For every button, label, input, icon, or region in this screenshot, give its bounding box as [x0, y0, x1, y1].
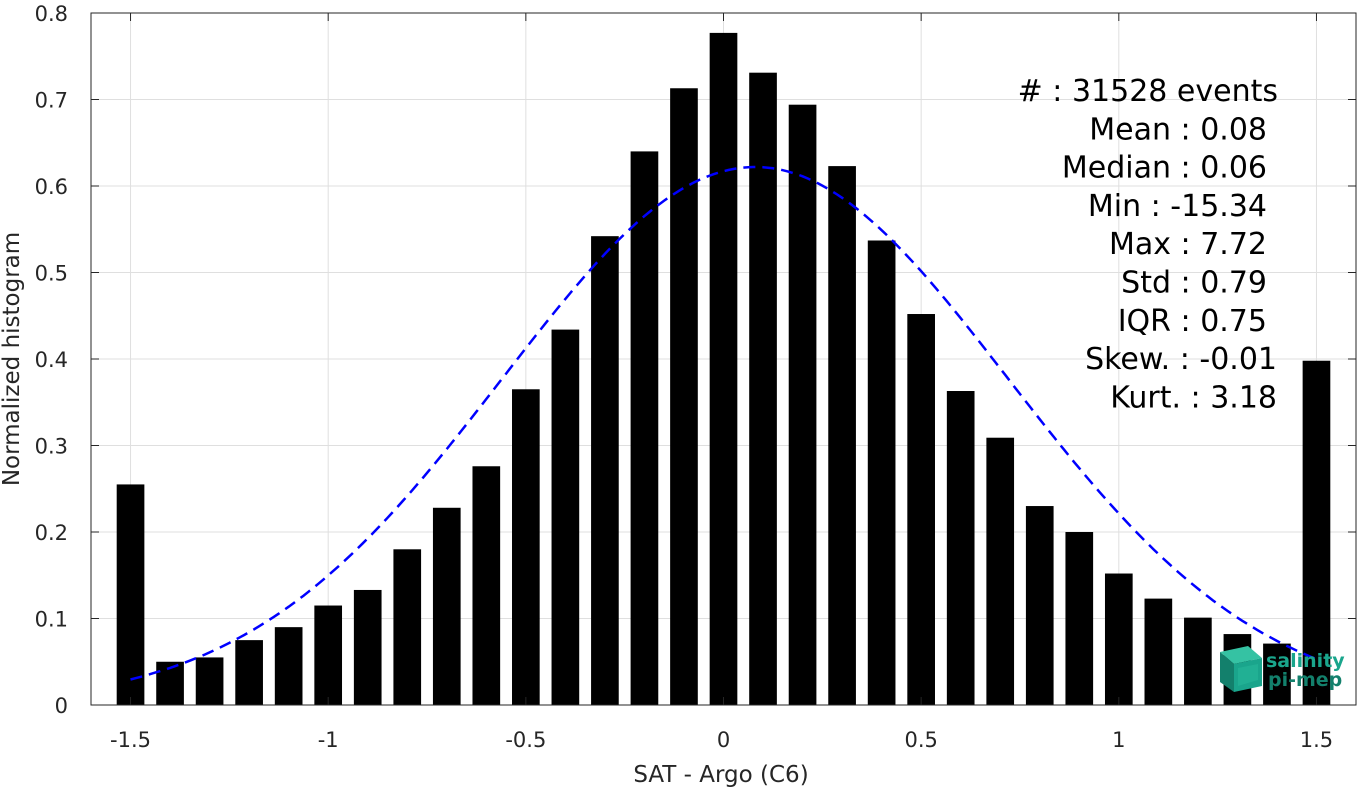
- bar-4: [274, 627, 303, 705]
- stat-line-6: IQR : 0.75: [1118, 304, 1267, 339]
- cube-logo-icon: [1220, 646, 1262, 692]
- x-tick-label-5: 1: [1112, 728, 1125, 752]
- y-tick-label-3: 0.3: [35, 435, 68, 459]
- bar-22: [986, 437, 1015, 705]
- salinity-pimep-logo: salinity pi-mep: [1220, 646, 1345, 692]
- x-tick-label-2: -0.5: [505, 728, 546, 752]
- bar-17: [788, 104, 817, 705]
- stat-line-7: Skew. : -0.01: [1085, 342, 1277, 377]
- bar-15: [709, 32, 738, 705]
- bar-30: [1302, 360, 1331, 705]
- bar-16: [749, 72, 777, 705]
- stat-line-4: Max : 7.72: [1109, 227, 1267, 262]
- stat-line-5: Std : 0.79: [1121, 266, 1267, 301]
- y-tick-label-7: 0.7: [35, 89, 68, 113]
- bar-20: [907, 314, 935, 705]
- bar-24: [1065, 532, 1094, 705]
- bar-series: [116, 32, 1331, 706]
- y-tick-labels: 0 0.1 0.2 0.3 0.4 0.5 0.6 0.7 0.8: [35, 2, 68, 718]
- axis-ticks: [91, 12, 1356, 706]
- x-tick-label-1: -1: [318, 728, 339, 752]
- y-tick-label-6: 0.6: [35, 175, 68, 199]
- bar-25: [1104, 573, 1133, 705]
- y-tick-label-8: 0.8: [35, 2, 68, 26]
- stat-line-3: Min : -15.34: [1088, 189, 1267, 224]
- bar-8: [432, 507, 461, 705]
- x-tick-labels: -1.5 -1 -0.5 0 0.5 1 1.5: [110, 728, 1333, 752]
- bar-2: [195, 657, 224, 705]
- bar-21: [946, 391, 975, 705]
- bar-6: [353, 589, 382, 705]
- bar-29: [1263, 643, 1291, 705]
- logo-text-pimep: pi-mep: [1268, 669, 1342, 691]
- stat-line-2: Median : 0.06: [1062, 151, 1267, 186]
- y-tick-label-2: 0.2: [35, 521, 68, 545]
- bar-7: [393, 549, 422, 705]
- bar-10: [512, 389, 540, 705]
- bar-18: [828, 166, 856, 706]
- y-tick-label-5: 0.5: [35, 262, 68, 286]
- bar-26: [1144, 598, 1173, 705]
- x-tick-label-0: -1.5: [110, 728, 151, 752]
- bar-5: [314, 605, 343, 705]
- stat-line-8: Kurt. : 3.18: [1110, 380, 1277, 415]
- bar-13: [630, 151, 659, 705]
- stat-line-1: Mean : 0.08: [1089, 112, 1267, 147]
- bar-9: [472, 466, 501, 705]
- bar-12: [591, 236, 619, 706]
- stat-line-0: # : 31528 events: [1018, 74, 1278, 109]
- bar-19: [867, 240, 896, 705]
- x-tick-label-6: 1.5: [1300, 728, 1333, 752]
- logo-text-salinity: salinity: [1266, 650, 1345, 672]
- bar-3: [235, 640, 263, 705]
- bar-27: [1184, 617, 1212, 705]
- bar-14: [670, 88, 698, 705]
- y-tick-label-1: 0.1: [35, 608, 68, 632]
- bar-11: [551, 329, 580, 705]
- y-tick-label-0: 0: [55, 694, 68, 718]
- y-tick-label-4: 0.4: [35, 348, 68, 372]
- bar-23: [1025, 506, 1054, 705]
- x-axis-title: SAT - Argo (C6): [633, 762, 808, 787]
- x-tick-label-3: 0: [717, 728, 730, 752]
- y-axis-title: Normalized histogram: [0, 232, 25, 486]
- bar-0: [116, 484, 145, 705]
- x-tick-label-4: 0.5: [904, 728, 937, 752]
